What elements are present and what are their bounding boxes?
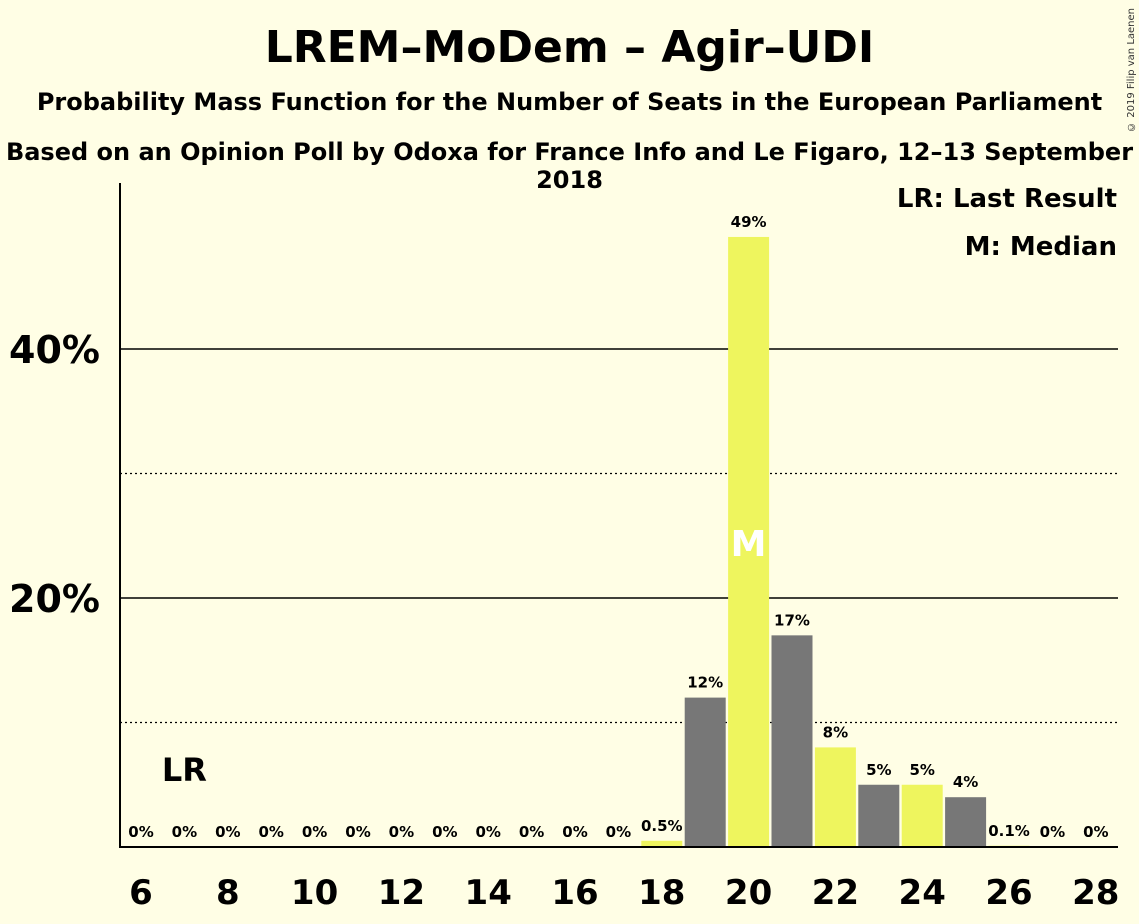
x-tick-label-12: 12 (378, 873, 425, 913)
bar-20 (728, 236, 770, 847)
legend-median: M: Median (964, 232, 1117, 262)
value-label-20: 49% (731, 213, 767, 231)
value-label-11: 0% (345, 823, 370, 841)
y-tick-label-20: 20% (9, 577, 100, 621)
x-tick-label-20: 20 (725, 873, 772, 913)
value-label-19: 12% (687, 674, 723, 692)
value-label-7: 0% (172, 823, 197, 841)
value-label-28: 0% (1083, 823, 1108, 841)
value-label-26: 0.1% (988, 822, 1030, 840)
x-tick-label-16: 16 (551, 873, 598, 913)
value-label-21: 17% (774, 611, 810, 629)
value-label-13: 0% (432, 823, 457, 841)
value-label-12: 0% (389, 823, 414, 841)
bar-24 (901, 784, 943, 847)
legend-last-result: LR: Last Result (896, 184, 1117, 214)
bar-21 (771, 635, 813, 847)
bar-19 (684, 697, 726, 847)
value-label-24: 5% (909, 761, 934, 779)
value-label-18: 0.5% (641, 817, 683, 835)
value-label-14: 0% (475, 823, 500, 841)
bar-22 (814, 747, 856, 847)
x-tick-label-10: 10 (291, 873, 338, 913)
x-tick-label-8: 8 (216, 873, 240, 913)
last-result-marker: LR (162, 751, 207, 789)
value-label-15: 0% (519, 823, 544, 841)
x-tick-label-14: 14 (465, 873, 512, 913)
value-label-16: 0% (562, 823, 587, 841)
value-label-6: 0% (128, 823, 153, 841)
value-label-23: 5% (866, 761, 891, 779)
bar-23 (858, 784, 900, 847)
chart-title: LREM–MoDem – Agir–UDI (264, 22, 875, 73)
x-tick-label-26: 26 (985, 873, 1032, 913)
value-label-17: 0% (606, 823, 631, 841)
x-tick-label-28: 28 (1072, 873, 1119, 913)
median-marker: M (731, 524, 767, 565)
x-tick-label-24: 24 (899, 873, 946, 913)
bar-25 (945, 797, 987, 847)
value-label-27: 0% (1040, 823, 1065, 841)
value-label-9: 0% (258, 823, 283, 841)
x-tick-label-6: 6 (129, 873, 153, 913)
y-tick-label-40: 40% (9, 328, 100, 372)
bar-18 (641, 840, 683, 847)
value-label-25: 4% (953, 773, 978, 791)
chart-source: Based on an Opinion Poll by Odoxa for Fr… (5, 138, 1134, 194)
chart-subtitle: Probability Mass Function for the Number… (36, 88, 1103, 116)
value-label-8: 0% (215, 823, 240, 841)
value-label-10: 0% (302, 823, 327, 841)
x-tick-label-22: 22 (812, 873, 859, 913)
x-tick-label-18: 18 (638, 873, 685, 913)
value-label-22: 8% (823, 723, 848, 741)
